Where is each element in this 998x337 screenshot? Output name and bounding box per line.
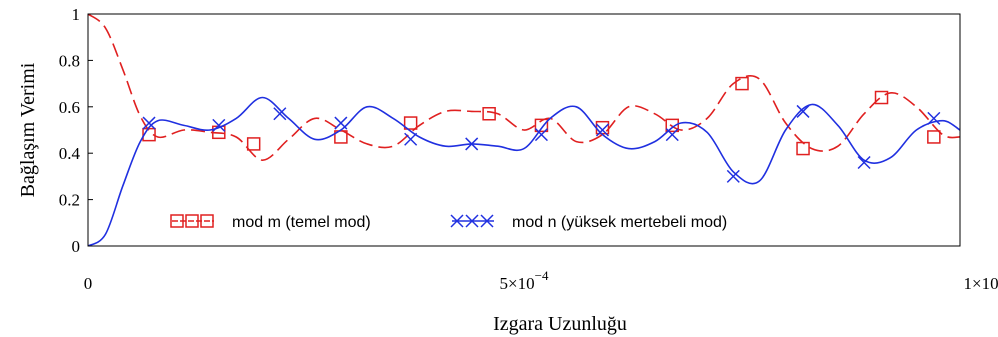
tick-labels: 0 0.2 0.4 0.6 0.8 1 0 5×10−4 1×10−3 [59,5,998,293]
data-point-square [874,90,889,105]
y-tick-label: 0 [72,237,81,256]
data-point-x [595,123,610,137]
legend-marker [450,214,464,228]
gridlines [88,13,93,247]
y-tick-label: 0.4 [59,144,81,163]
data-point-square [403,116,418,130]
legend-marker [170,214,184,228]
data-point-x [212,118,226,132]
x-axis-label: Izgara Uzunluğu [493,313,627,335]
data-point-square [735,76,749,91]
legend-symbol-mod-m [170,214,214,228]
x-tick-label: 5×10−4 [500,268,549,293]
series-line-0 [87,13,961,162]
data-point-x [334,116,348,130]
y-tick-label: 0.8 [59,51,80,70]
legend-marker [200,214,214,228]
legend-label-mod-n: mod n (yüksek mertebeli mod) [512,214,727,231]
plot-frame [87,13,961,247]
data-point-x [465,137,479,151]
data-point-square [796,141,810,156]
data-point-x [857,155,871,170]
data-point-square [482,107,496,121]
x-tick-label: 1×10−3 [964,268,998,293]
data-point-x [534,128,548,142]
y-tick-label: 0.2 [59,191,80,210]
data-point-square [665,118,679,133]
y-tick-label: 0.6 [59,98,80,117]
data-point-x [273,107,287,121]
data-point-square [534,118,549,133]
legend-symbol-mod-n [450,214,494,228]
legend: mod m (temel mod) mod n (yüksek mertebel… [170,214,727,231]
legend-marker [465,214,479,228]
data-point-square [595,120,610,135]
y-axis-label: Bağlaşım Verimi [17,62,39,197]
data-point-x [927,111,941,125]
data-point-x [796,104,810,118]
data-point-x [142,116,156,130]
data-point-square [927,130,941,144]
data-point-x [665,128,679,142]
data-point-x [404,132,418,146]
series-layer [87,13,961,247]
x-tick-label: 0 [84,274,93,293]
data-point-square [334,130,348,144]
data-point-x [726,169,740,183]
legend-label-mod-m: mod m (temel mod) [232,214,371,231]
y-tick-label: 1 [72,5,81,24]
legend-marker [185,214,199,228]
legend-marker [480,214,494,228]
data-point-square [246,137,261,151]
series-line-1 [87,96,961,247]
